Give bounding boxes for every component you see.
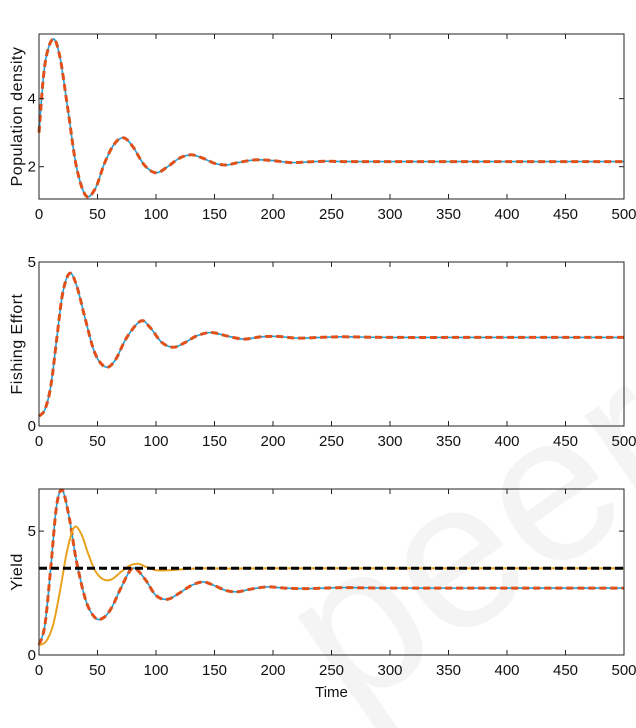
x-tick-label: 150: [202, 433, 227, 450]
x-tick-label: 500: [611, 433, 636, 450]
y-tick-label: 4: [28, 91, 36, 108]
x-tick-label: 500: [611, 662, 636, 679]
x-tick-label: 250: [319, 662, 344, 679]
series-line-2: [37, 488, 624, 646]
x-tick-label: 350: [436, 662, 461, 679]
y-tick-label: 0: [28, 647, 36, 664]
x-tick-label: 350: [436, 433, 461, 450]
axes-box: [38, 33, 625, 200]
x-tick-label: 150: [202, 662, 227, 679]
y-axis-label: Yield: [9, 553, 26, 590]
x-tick-label: 150: [202, 206, 227, 223]
y-axis-label: Fishing Effort: [9, 293, 26, 394]
x-tick-label: 50: [89, 433, 106, 450]
x-tick-label: 300: [377, 433, 402, 450]
x-tick-label: 450: [553, 206, 578, 223]
x-tick-label: 500: [611, 206, 636, 223]
x-tick-label: 0: [35, 433, 43, 450]
series-line-1: [38, 38, 624, 198]
x-tick-label: 0: [35, 206, 43, 223]
x-tick-label: 50: [89, 662, 106, 679]
x-tick-label: 400: [494, 433, 519, 450]
x-tick-label: 250: [319, 206, 344, 223]
x-tick-label: 450: [553, 662, 578, 679]
x-tick-label: 200: [260, 433, 285, 450]
x-tick-label: 300: [377, 662, 402, 679]
x-tick-label: 400: [494, 662, 519, 679]
x-axis-label: Time: [315, 684, 348, 701]
x-tick-label: 0: [35, 662, 43, 679]
panel-2: 0 50 100 150 200 250 300 350 400 450 500 0 5 Fishing …: [9, 254, 636, 450]
x-tick-label: 200: [260, 662, 285, 679]
x-tick-label: 400: [494, 206, 519, 223]
y-axis-label: Population density: [9, 47, 26, 187]
series-line-2: [37, 37, 624, 199]
y-tick-label: 5: [28, 254, 36, 271]
x-tick-label: 100: [143, 206, 168, 223]
x-tick-label: 50: [89, 206, 106, 223]
x-tick-label: 200: [260, 206, 285, 223]
x-tick-label: 300: [377, 206, 402, 223]
x-tick-label: 350: [436, 206, 461, 223]
x-tick-label: 100: [143, 662, 168, 679]
panel-1: 0 50 100 150 200 250 300 350 400 450 500 2 4Populati…: [9, 33, 636, 223]
y-tick-label: 2: [28, 159, 36, 176]
watermark: peer re: [241, 179, 636, 728]
x-tick-label: 450: [553, 433, 578, 450]
y-tick-label: 0: [28, 418, 36, 435]
x-tick-label: 100: [143, 433, 168, 450]
y-tick-label: 5: [28, 523, 36, 540]
series-line-2: [37, 271, 624, 418]
x-tick-label: 250: [319, 433, 344, 450]
